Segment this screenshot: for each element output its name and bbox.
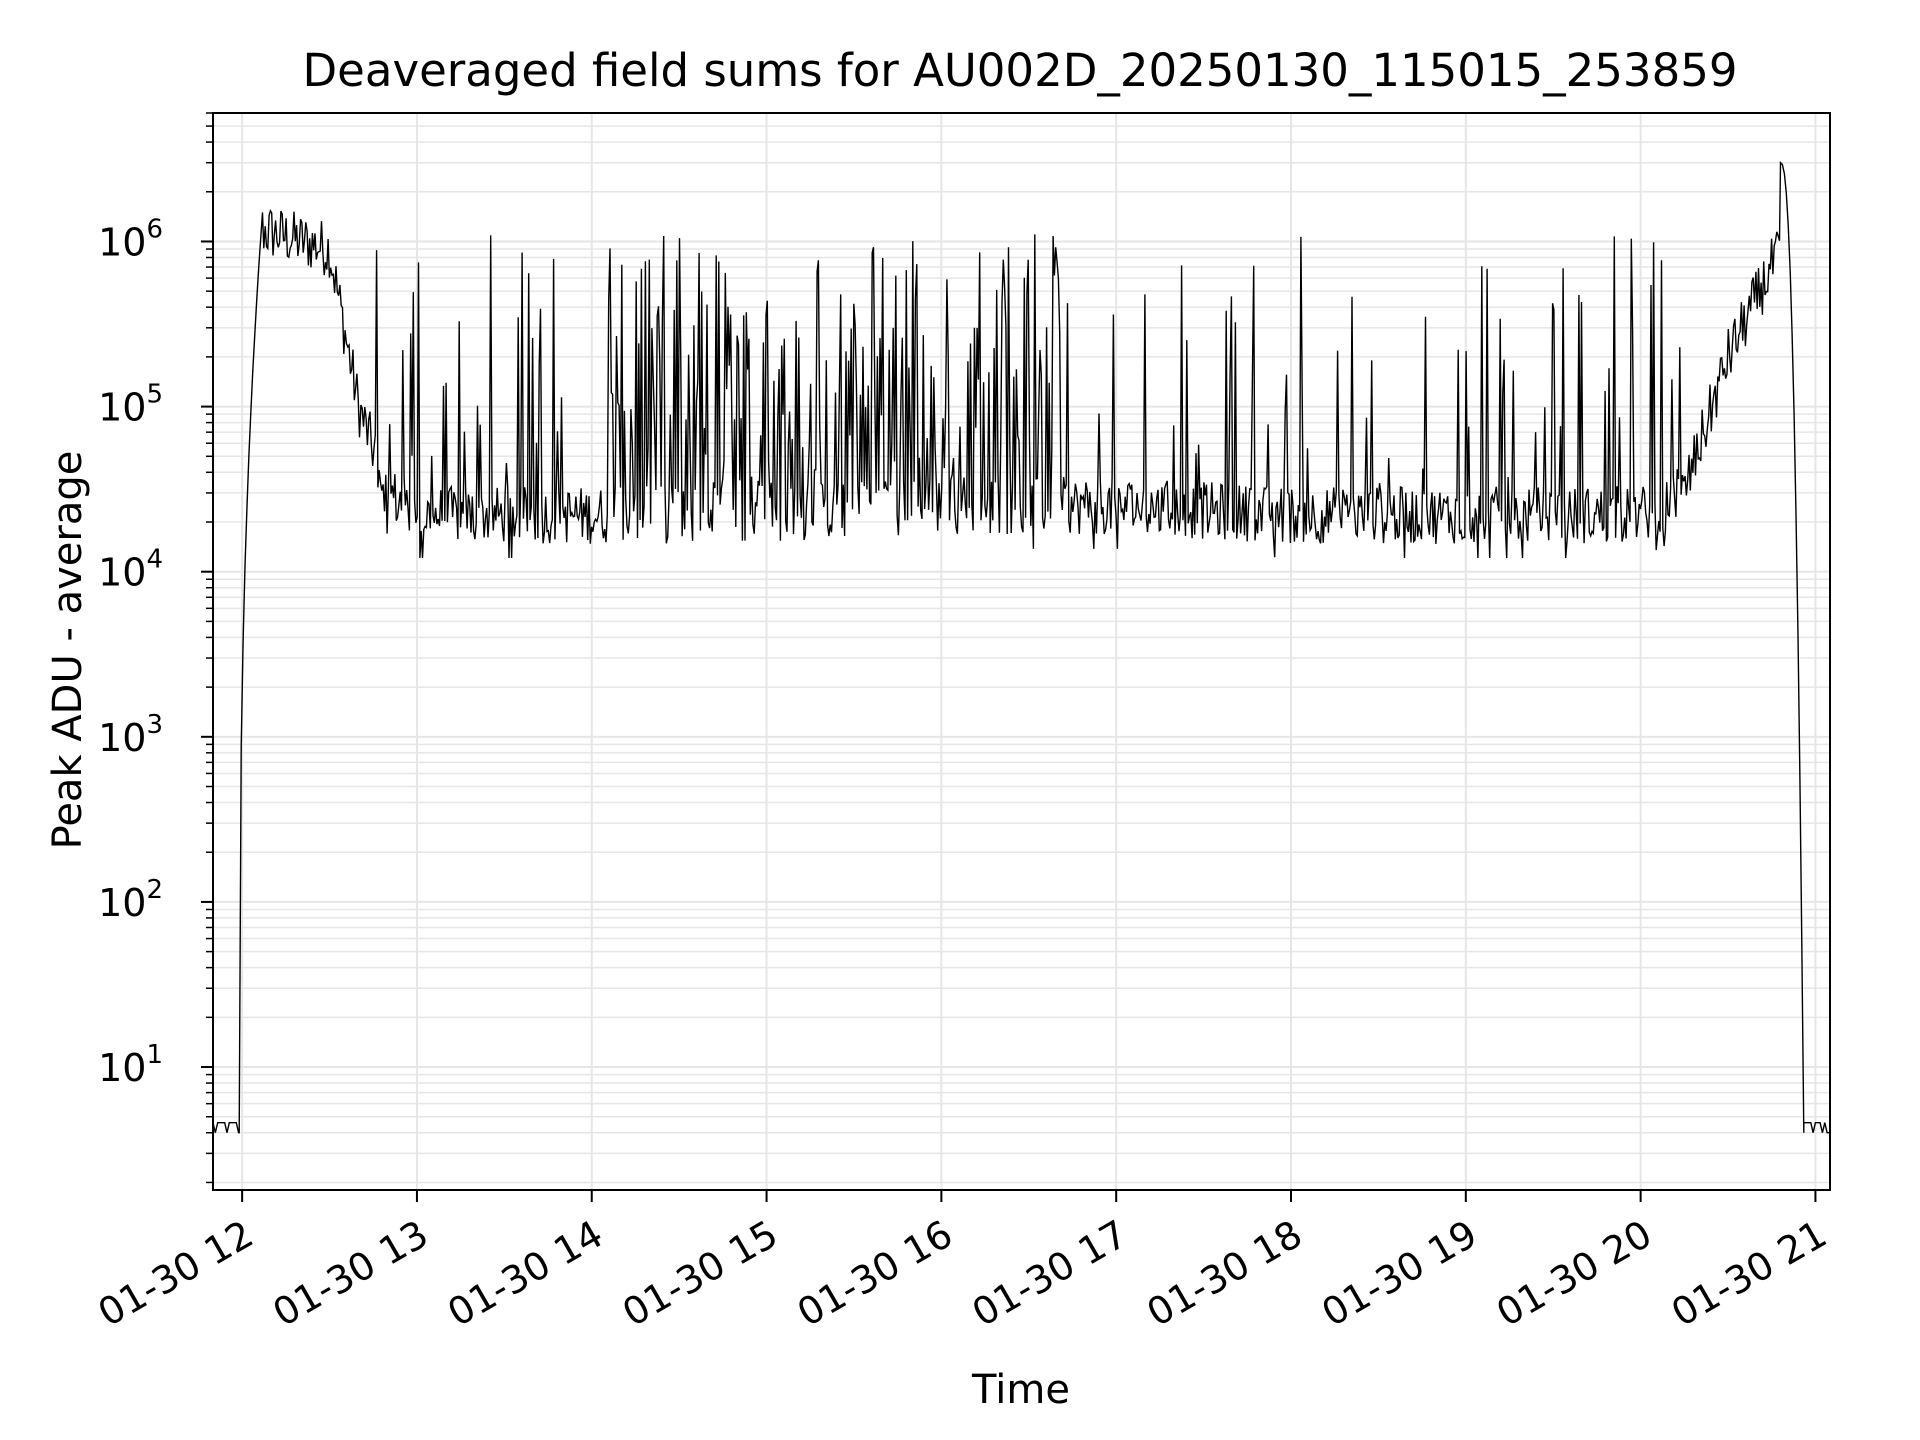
x-tick-label: 01-30 19	[1314, 1212, 1484, 1336]
series-layer	[212, 161, 1830, 1134]
y-tick-exponent: 5	[146, 380, 163, 410]
y-tick-label: 101	[98, 1040, 163, 1090]
x-axis-label: Time	[971, 1367, 1070, 1413]
x-tick-label: 01-30 14	[440, 1212, 610, 1336]
y-tick-label: 106	[98, 214, 163, 264]
grid	[213, 112, 1830, 1190]
y-tick-label: 104	[98, 545, 163, 595]
plot-frame	[212, 112, 1831, 1191]
y-tick-exponent: 6	[146, 214, 163, 244]
chart-title: Deaveraged field sums for AU002D_2025013…	[303, 44, 1738, 97]
y-axis-label: Peak ADU - average	[45, 451, 91, 850]
y-tick-label: 102	[98, 875, 163, 925]
y-tick-label: 105	[98, 380, 163, 430]
x-tick-label: 01-30 20	[1489, 1212, 1659, 1336]
x-ticks: 01-30 12 01-30 13 01-30 14 01-30 15 01-30 16…	[91, 1190, 1834, 1335]
x-tick-label: 01-30 17	[965, 1212, 1135, 1336]
x-tick-label: 01-30 21	[1664, 1212, 1834, 1336]
y-tick-label: 103	[98, 710, 163, 760]
x-tick-label: 01-30 13	[265, 1212, 435, 1336]
x-tick-label: 01-30 15	[615, 1212, 785, 1336]
y-tick-exponent: 1	[146, 1040, 163, 1070]
y-tick-exponent: 4	[146, 545, 163, 575]
y-tick-exponent: 2	[146, 875, 163, 905]
y-ticks: 101 102 103 104 105 106	[98, 112, 213, 1184]
x-tick-label: 01-30 12	[91, 1212, 261, 1336]
series-line	[212, 161, 1830, 1134]
x-tick-label: 01-30 18	[1140, 1212, 1310, 1336]
y-tick-exponent: 3	[146, 710, 163, 740]
x-tick-label: 01-30 16	[790, 1212, 960, 1336]
